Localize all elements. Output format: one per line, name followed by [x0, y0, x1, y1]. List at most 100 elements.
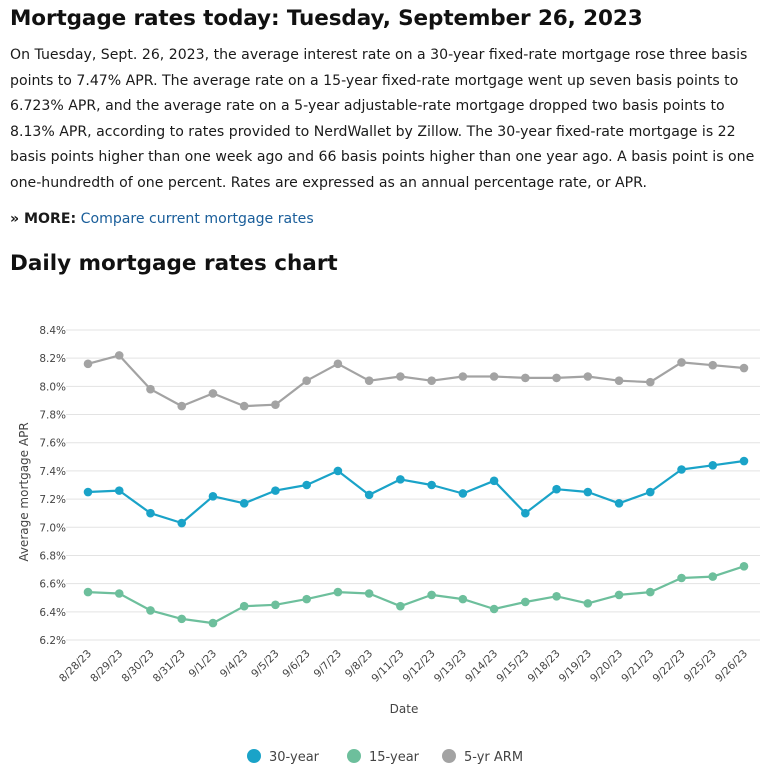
x-tick-label: 9/21/23	[619, 648, 656, 685]
y-axis-label: Average mortgage APR	[17, 422, 31, 561]
legend-item-30-year[interactable]: 30-year	[247, 749, 320, 765]
x-tick-label: 9/12/23	[401, 648, 438, 685]
x-tick-label: 9/6/23	[280, 648, 312, 680]
data-point-15-year	[677, 573, 686, 583]
x-tick-label: 9/20/23	[588, 648, 625, 685]
x-axis-label: Date	[390, 702, 419, 716]
y-tick-label: 6.4%	[39, 607, 66, 619]
article: Mortgage rates today: Tuesday, September…	[10, 0, 770, 277]
legend-swatch-5-yr-arm	[442, 749, 456, 763]
x-tick-label: 9/22/23	[651, 648, 688, 685]
chart-series	[83, 351, 749, 628]
data-point-30-year	[208, 491, 218, 501]
data-point-5-yr-arm	[239, 401, 249, 411]
data-point-15-year	[583, 599, 593, 608]
data-point-5-yr-arm	[364, 376, 374, 386]
data-point-5-yr-arm	[677, 358, 686, 367]
more-line: » MORE: Compare current mortgage rates	[10, 209, 770, 229]
y-tick-label: 7.0%	[39, 522, 66, 534]
data-point-15-year	[114, 589, 124, 598]
data-point-30-year	[333, 466, 343, 476]
y-tick-label: 8.0%	[39, 381, 66, 393]
data-point-5-yr-arm	[521, 373, 530, 383]
x-tick-label: 9/7/23	[312, 648, 344, 680]
y-tick-label: 8.4%	[39, 325, 66, 337]
y-tick-label: 7.8%	[39, 410, 66, 422]
compare-rates-link[interactable]: Compare current mortgage rates	[80, 210, 314, 227]
data-point-30-year	[677, 465, 686, 474]
data-point-30-year	[364, 490, 374, 500]
data-point-15-year	[489, 604, 499, 614]
data-point-5-yr-arm	[146, 384, 155, 394]
x-axis-ticks: 8/28/238/29/238/30/238/31/239/1/239/4/23…	[57, 648, 750, 685]
legend-item-5-yr-arm[interactable]: 5-yr ARM	[442, 749, 523, 765]
data-point-15-year	[614, 590, 624, 600]
data-point-30-year	[552, 484, 561, 494]
data-point-15-year	[146, 606, 155, 615]
data-point-30-year	[458, 489, 468, 498]
x-tick-label: 9/11/23	[369, 648, 406, 685]
data-point-30-year	[271, 486, 280, 495]
y-tick-label: 6.6%	[39, 579, 66, 591]
x-tick-label: 8/31/23	[151, 648, 188, 685]
x-tick-label: 9/15/23	[494, 648, 531, 685]
data-point-15-year	[645, 587, 655, 597]
data-point-15-year	[427, 590, 436, 600]
data-point-30-year	[239, 499, 249, 508]
x-tick-label: 9/25/23	[682, 648, 719, 685]
chart-heading: Daily mortgage rates chart	[10, 250, 338, 276]
y-tick-label: 7.4%	[39, 466, 66, 478]
data-point-15-year	[521, 597, 530, 607]
more-label: » MORE:	[10, 210, 77, 227]
data-point-30-year	[739, 456, 749, 466]
x-tick-label: 9/14/23	[463, 648, 500, 685]
legend-swatch-30-year	[247, 749, 261, 763]
data-point-5-yr-arm	[83, 359, 93, 369]
data-point-15-year	[396, 601, 405, 611]
series-line-15-year	[87, 565, 745, 625]
data-point-5-yr-arm	[333, 359, 343, 369]
x-tick-label: 8/29/23	[88, 648, 125, 685]
chart-grid	[66, 329, 760, 641]
data-point-15-year	[271, 600, 280, 610]
data-point-30-year	[83, 487, 93, 497]
y-tick-label: 8.2%	[39, 353, 66, 365]
legend-label-15-year: 15-year	[369, 750, 420, 765]
data-point-5-yr-arm	[177, 401, 187, 411]
data-point-5-yr-arm	[614, 376, 624, 386]
data-point-15-year	[364, 589, 374, 598]
data-point-5-yr-arm	[114, 351, 124, 360]
x-tick-label: 9/18/23	[526, 648, 563, 685]
x-tick-label: 9/26/23	[713, 648, 750, 685]
data-point-15-year	[177, 614, 187, 624]
data-point-15-year	[208, 618, 218, 628]
data-point-30-year	[521, 508, 530, 518]
data-point-30-year	[396, 475, 405, 484]
x-tick-label: 9/4/23	[218, 648, 250, 680]
data-point-15-year	[239, 601, 249, 611]
data-point-30-year	[489, 476, 499, 486]
data-point-5-yr-arm	[708, 360, 718, 370]
y-tick-label: 7.6%	[39, 438, 66, 450]
x-tick-label: 9/1/23	[187, 648, 219, 680]
data-point-30-year	[614, 499, 624, 508]
data-point-15-year	[458, 594, 468, 604]
data-point-15-year	[333, 587, 343, 597]
legend-label-30-year: 30-year	[269, 750, 320, 765]
data-point-5-yr-arm	[208, 389, 218, 398]
legend-item-15-year[interactable]: 15-year	[347, 749, 420, 765]
data-point-5-yr-arm	[489, 372, 499, 381]
data-point-30-year	[583, 487, 593, 497]
legend-label-5-yr-arm: 5-yr ARM	[464, 750, 523, 765]
data-point-5-yr-arm	[427, 376, 436, 386]
data-point-30-year	[427, 480, 436, 490]
chart-legend[interactable]: 30-year 15-year 5-yr ARM	[247, 749, 523, 765]
data-point-30-year	[708, 460, 718, 470]
data-point-5-yr-arm	[739, 363, 749, 373]
legend-swatch-15-year	[347, 749, 361, 763]
data-point-30-year	[645, 487, 655, 497]
data-point-30-year	[177, 518, 187, 528]
x-tick-label: 8/28/23	[57, 648, 94, 685]
page-title: Mortgage rates today: Tuesday, September…	[10, 6, 643, 31]
data-point-5-yr-arm	[583, 372, 593, 381]
